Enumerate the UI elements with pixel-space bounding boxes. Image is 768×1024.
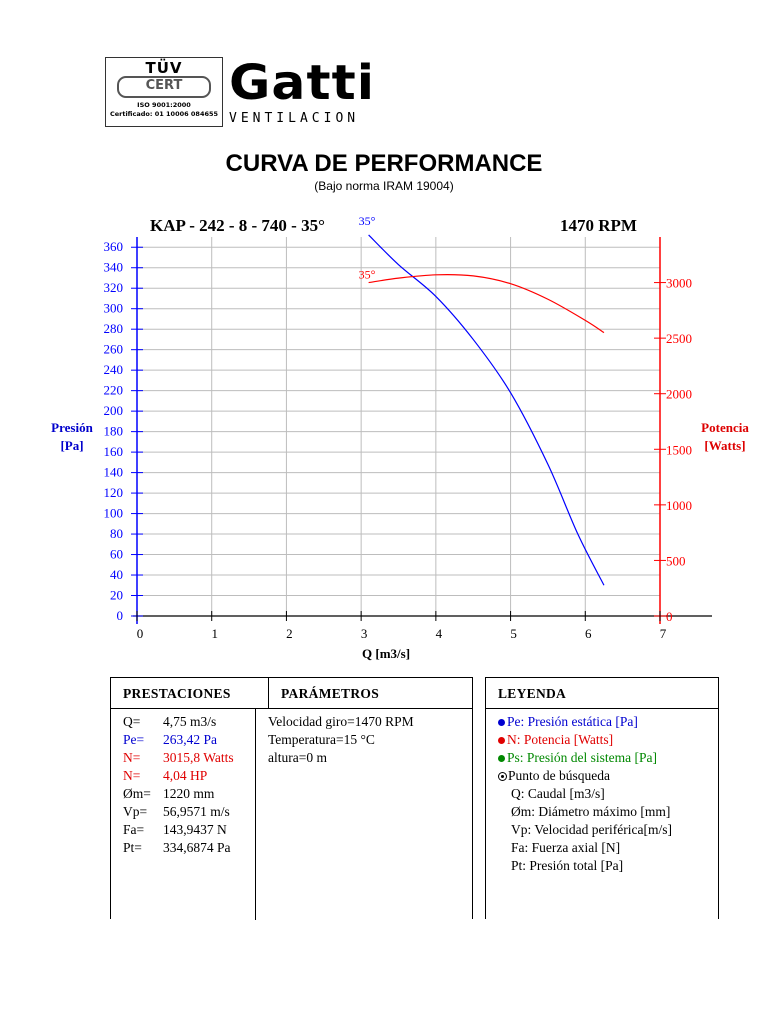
y-right-tick-label: 3000 [666, 276, 692, 291]
series-line-Pe [368, 234, 605, 586]
y-left-tick-label: 360 [104, 239, 124, 254]
cert-number-text: Certificado: 01 10006 084655 [109, 110, 219, 118]
y-left-tick-label: 240 [104, 362, 124, 377]
cert-mid-text: CERT [117, 76, 211, 98]
leyenda-panel: LEYENDA Pe: Presión estática [Pa] N: Pot… [485, 677, 719, 919]
fan-rpm: 1470 RPM [560, 216, 637, 235]
y-left-tick-label: 340 [104, 260, 124, 275]
legend-punto: Punto de búsqueda [498, 767, 718, 785]
green-dot-icon [498, 755, 505, 763]
y-left-tick-label: 200 [104, 403, 124, 418]
prestacion-row: Øm= 1220 mm [123, 786, 215, 801]
legend-item: Vp: Velocidad periférica[m/s] [511, 822, 672, 837]
target-icon [498, 772, 507, 782]
x-tick-label: 0 [137, 626, 144, 641]
x-tick-label: 2 [286, 626, 293, 641]
legend-item: Fa: Fuerza axial [N] [511, 840, 621, 855]
prestacion-row: N= 3015,8 Watts [123, 750, 234, 765]
y-left-tick-label: 40 [110, 567, 123, 582]
prestacion-row: N= 4,04 HP [123, 768, 208, 783]
page-subtitle: (Bajo norma IRAM 19004) [314, 179, 454, 193]
y-right-tick-label: 0 [666, 609, 673, 624]
y-left-tick-label: 140 [104, 465, 124, 480]
brand-name: Gatti [229, 55, 376, 111]
company-logo: TÜV CERT ISO 9001:2000 Certificado: 01 1… [105, 57, 415, 129]
x-tick-label: 1 [211, 626, 218, 641]
y-left-tick-label: 160 [104, 444, 124, 459]
legend-pe: Pe: Presión estática [Pa] [498, 713, 718, 731]
y-left-tick-label: 20 [110, 588, 123, 603]
prestacion-row: Pe= 263,42 Pa [123, 732, 217, 747]
y-right-tick-label: 1500 [666, 442, 692, 457]
x-tick-label: 5 [510, 626, 517, 641]
performance-chart: 0204060801001201401601802002202402602803… [104, 214, 712, 641]
y-left-tick-label: 180 [104, 424, 124, 439]
x-tick-label: 6 [585, 626, 592, 641]
prestacion-row: Vp= 56,9571 m/s [123, 804, 230, 819]
x-axis-label: Q [m3/s] [362, 646, 411, 661]
x-tick-label: 4 [436, 626, 443, 641]
y-right-tick-label: 1000 [666, 498, 692, 513]
blue-dot-icon [498, 719, 505, 727]
cert-top-text: TÜV [145, 59, 183, 77]
leyenda-header: LEYENDA [486, 678, 718, 709]
legend-item: Pt: Presión total [Pa] [511, 858, 624, 873]
y-left-tick-label: 260 [104, 342, 124, 357]
leyenda-list: Pe: Presión estática [Pa] N: Potencia [W… [486, 709, 718, 875]
cert-iso-text: ISO 9001:2000 [137, 101, 191, 109]
y-right-tick-label: 2000 [666, 387, 692, 402]
brand-logo: Gatti VENTILACION [229, 57, 419, 127]
series-line-N [368, 273, 605, 334]
x-tick-label: 3 [361, 626, 368, 641]
parametros-list: Velocidad giro=1470 RPM Temperatura=15 °C… [256, 709, 414, 920]
prestaciones-panel: PRESTACIONES PARÁMETROS Q= 4,75 m3/s Pe= 26… [110, 677, 473, 920]
tuv-cert-badge: TÜV CERT ISO 9001:2000 Certificado: 01 1… [105, 57, 223, 127]
legend-n: N: Potencia [Watts] [498, 731, 718, 749]
y-left-tick-label: 0 [117, 608, 124, 623]
parametro-row: altura=0 m [268, 750, 327, 765]
y-left-tick-label: 220 [104, 383, 124, 398]
y-right-tick-label: 2500 [666, 331, 692, 346]
y-left-tick-label: 80 [110, 526, 123, 541]
red-dot-icon [498, 737, 505, 745]
x-tick-label: 7 [660, 626, 667, 641]
parametros-header: PARÁMETROS [281, 686, 380, 701]
y-axis-right-label: Potencia [Watts] [701, 420, 749, 453]
y-left-tick-label: 300 [104, 301, 124, 316]
y-left-tick-label: 120 [104, 485, 124, 500]
legend-item: Øm: Diámetro máximo [mm] [511, 804, 671, 819]
fan-model: KAP - 242 - 8 - 740 - 35° [150, 216, 325, 235]
prestacion-row: Fa= 143,9437 N [123, 822, 227, 837]
prestaciones-list: Q= 4,75 m3/s Pe= 263,42 Pa N= 3015,8 Watts N= 4… [111, 709, 256, 920]
parametro-row: Velocidad giro=1470 RPM [268, 714, 414, 729]
y-left-tick-label: 320 [104, 280, 124, 295]
parametro-row: Temperatura=15 °C [268, 732, 375, 747]
legend-item: Q: Caudal [m3/s] [511, 786, 605, 801]
y-left-tick-label: 100 [104, 506, 124, 521]
series-label-N: 35° [359, 268, 376, 282]
prestaciones-header: PRESTACIONES [111, 678, 269, 708]
y-left-tick-label: 60 [110, 547, 123, 562]
series-label-Pe: 35° [359, 214, 376, 228]
prestacion-row: Q= 4,75 m3/s [123, 714, 217, 729]
prestacion-row: Pt= 334,6874 Pa [123, 840, 231, 855]
y-right-tick-label: 500 [666, 553, 686, 568]
brand-subtitle: VENTILACION [229, 111, 360, 126]
y-axis-left-label: Presión [Pa] [51, 420, 93, 453]
legend-ps: Ps: Presión del sistema [Pa] [498, 749, 718, 767]
y-left-tick-label: 280 [104, 321, 124, 336]
page-title: CURVA DE PERFORMANCE [225, 150, 543, 177]
